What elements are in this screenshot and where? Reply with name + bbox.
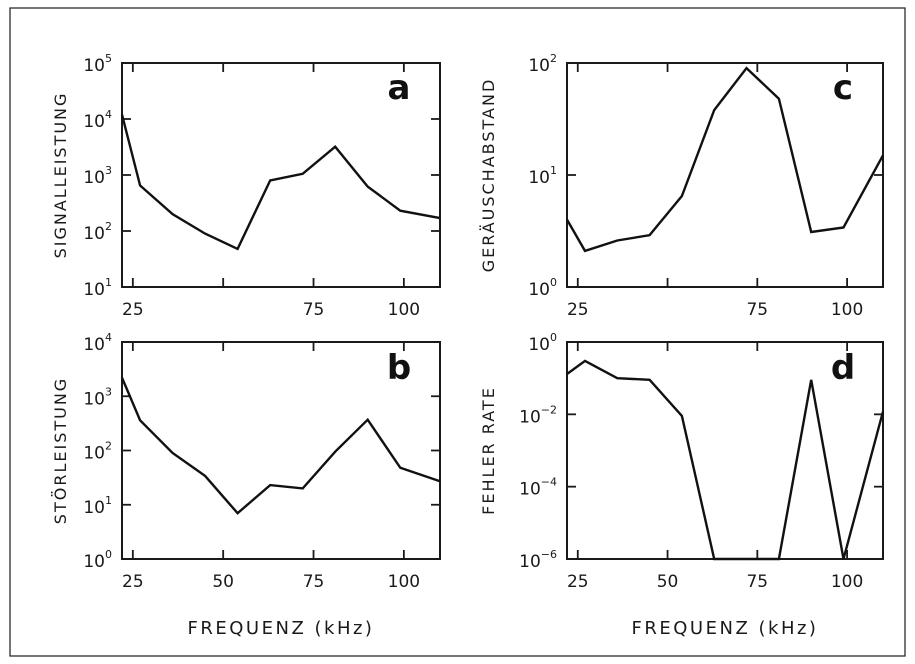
y-axis-label: STÖRLEISTUNG (51, 377, 70, 524)
y-tick-label: 103 (83, 385, 112, 409)
figure-frame (9, 7, 906, 657)
y-tick-label: 102 (83, 440, 112, 464)
panel-label-a: a (388, 68, 411, 108)
y-tick-label: 100 (528, 276, 557, 300)
x-axis-label: FREQUENZ (kHz) (188, 618, 375, 639)
y-axis-label: FEHLER RATE (479, 386, 498, 515)
y-axis-label: GERÄUSCHABSTAND (479, 78, 498, 273)
series-line-d (566, 359, 885, 561)
x-tick-label: 25 (122, 572, 144, 592)
y-axis-label: SIGNALLEISTUNG (51, 92, 70, 259)
y-tick-label: 104 (83, 331, 112, 355)
chart-panel-a: 25 75 100 101 102 103 104 105 a SIGNALLEISTUNG (51, 52, 441, 320)
y-tick-label: 101 (83, 494, 112, 518)
chart-panel-c: 25 75 100 100 101 102 c GERÄUSCHABSTAND (479, 52, 885, 320)
y-tick-label: 100 (528, 331, 557, 355)
x-tick-label: 75 (746, 300, 768, 320)
y-tick-label: 105 (83, 52, 112, 76)
x-tick-label: 75 (303, 300, 325, 320)
series-line-c (565, 66, 885, 253)
x-tick-label: 75 (746, 572, 768, 592)
y-tick-label: 101 (528, 164, 557, 188)
y-tick-label: 100 (83, 548, 112, 572)
y-tick-label: 10−2 (519, 403, 557, 427)
y-tick-label: 10−4 (519, 476, 557, 500)
y-tick-label: 103 (83, 164, 112, 188)
chart-panel-b: 25 50 75 100 100 101 102 103 104 b STÖRLEISTUNG FRE… (51, 331, 441, 639)
x-tick-label: 100 (388, 300, 420, 320)
chart-panel-d: 25 50 75 100 10−6 10−4 10−2 100 d FEHLER RATE FREQ… (479, 331, 885, 639)
y-tick-label: 102 (528, 52, 557, 76)
y-tick-label: 104 (83, 108, 112, 132)
x-tick-label: 100 (831, 572, 863, 592)
y-tick-label: 10−6 (519, 548, 557, 572)
x-tick-label: 100 (388, 572, 420, 592)
series-line-a (120, 114, 441, 251)
x-tick-label: 25 (567, 300, 589, 320)
x-tick-label: 25 (567, 572, 589, 592)
x-tick-label: 50 (212, 572, 234, 592)
x-tick-label: 75 (303, 572, 325, 592)
x-tick-label: 25 (122, 300, 144, 320)
y-tick-label: 101 (83, 276, 112, 300)
y-tick-label: 102 (83, 220, 112, 244)
series-line-b (120, 377, 441, 515)
panel-label-b: b (387, 348, 411, 388)
panels: 25 75 100 101 102 103 104 105 a SIGNALLEISTUNG 25 5… (51, 52, 885, 639)
panel-label-c: c (833, 68, 853, 108)
panel-label-d: d (831, 348, 855, 388)
x-tick-label: 100 (831, 300, 863, 320)
x-tick-label: 50 (657, 572, 679, 592)
x-axis-label: FREQUENZ (kHz) (632, 618, 819, 639)
